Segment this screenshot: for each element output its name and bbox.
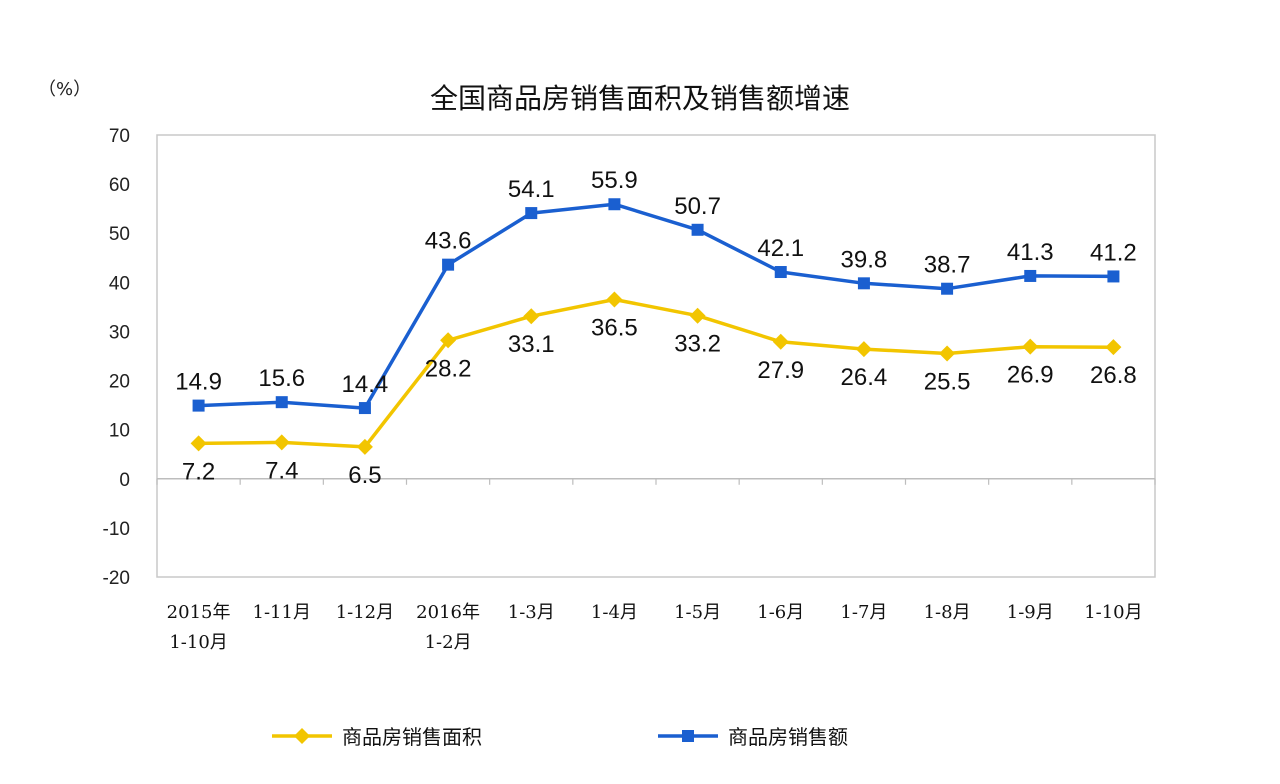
data-point-marker: [273, 434, 290, 451]
data-label: 38.7: [924, 252, 971, 279]
y-tick-label: 20: [109, 372, 130, 393]
data-label: 6.5: [348, 462, 381, 489]
data-label: 43.6: [425, 228, 472, 255]
data-point-marker: [358, 402, 371, 415]
y-tick-label: 60: [109, 175, 130, 196]
data-point-marker: [608, 198, 621, 211]
data-point-marker: [356, 438, 373, 455]
data-point-marker: [1107, 270, 1120, 283]
x-tick-label: 2016年: [416, 602, 480, 623]
data-point-marker: [1022, 338, 1039, 355]
data-label: 15.6: [258, 365, 305, 392]
legend-swatch-marker: [294, 728, 310, 744]
x-tick-label: 1-2月: [425, 632, 472, 653]
data-point-marker: [523, 308, 540, 325]
data-point-marker: [606, 291, 623, 308]
y-tick-label: 30: [109, 322, 130, 343]
chart-title: 全国商品房销售面积及销售额增速: [430, 82, 850, 115]
x-tick-label: 1-10月: [1084, 602, 1142, 623]
data-label: 25.5: [924, 369, 971, 396]
data-point-marker: [525, 207, 538, 220]
data-point-marker: [857, 277, 870, 290]
data-label: 7.2: [182, 458, 215, 485]
y-tick-label: 40: [109, 273, 130, 294]
series-layer: [190, 198, 1122, 455]
series-line-2: [198, 202, 1114, 410]
data-label: 26.8: [1090, 362, 1137, 389]
data-point-marker: [440, 332, 457, 349]
data-point-marker: [939, 345, 956, 362]
legend-swatch-marker: [682, 730, 694, 742]
x-tick-label: 1-4月: [591, 602, 638, 623]
data-point-marker: [190, 435, 207, 452]
y-tick-label: 10: [109, 421, 130, 442]
data-label: 14.4: [342, 371, 389, 398]
data-label: 7.4: [265, 457, 298, 484]
y-tick-label: -10: [103, 519, 130, 540]
data-point-marker: [1024, 269, 1037, 282]
data-label: 33.2: [674, 331, 721, 358]
x-tick-label: 1-3月: [508, 602, 555, 623]
data-label: 41.2: [1090, 239, 1137, 266]
data-point-marker: [275, 396, 288, 409]
data-label: 26.9: [1007, 362, 1054, 389]
x-axis-ticks: 2015年 1-10月 1-11月 1-12月 2016年 1-2月 1-3月 1-4月 1-5…: [167, 602, 1143, 653]
y-axis-ticks: 70 60 50 40 30 20 10 0 -10 -20: [103, 126, 130, 589]
x-tick-label: 1-12月: [336, 602, 394, 623]
y-tick-label: -20: [103, 568, 130, 589]
y-tick-label: 50: [109, 224, 130, 245]
data-point-marker: [855, 341, 872, 358]
x-tick-label: 1-7月: [840, 602, 887, 623]
legend-label: 商品房销售面积: [342, 725, 482, 749]
data-label: 26.4: [841, 364, 888, 391]
legend-label: 商品房销售额: [728, 725, 848, 749]
data-point-marker: [689, 307, 706, 324]
data-label: 39.8: [841, 246, 888, 273]
legend: 商品房销售面积 商品房销售额: [272, 725, 848, 749]
data-label: 41.3: [1007, 239, 1054, 266]
data-point-marker: [772, 333, 789, 350]
data-point-marker: [1105, 339, 1122, 356]
data-label: 28.2: [425, 355, 472, 382]
x-tick-label: 1-6月: [757, 602, 804, 623]
data-label: 14.9: [175, 369, 222, 396]
data-label: 36.5: [591, 315, 638, 342]
series-line-1: [198, 297, 1114, 449]
x-tick-label: 1-10月: [169, 632, 227, 653]
data-label-layer: 7.2 7.4 6.5 28.2 33.1 36.5 33.2 27.9 26.4 25.5 26.…: [175, 167, 1137, 489]
y-unit-label: （%）: [38, 79, 91, 100]
data-label: 55.9: [591, 167, 638, 194]
y-tick-label: 0: [119, 470, 130, 491]
data-point-marker: [192, 399, 205, 412]
data-point-marker: [442, 258, 455, 271]
data-point-marker: [941, 282, 954, 295]
x-tick-label: 1-11月: [253, 602, 311, 623]
data-label: 50.7: [674, 193, 721, 220]
data-label: 54.1: [508, 176, 555, 203]
data-point-marker: [691, 223, 704, 236]
x-tick-label: 1-8月: [924, 602, 971, 623]
data-label: 33.1: [508, 331, 555, 358]
data-label: 42.1: [757, 235, 804, 262]
plot-area-border: [156, 134, 1156, 578]
x-tick-label: 2015年: [167, 602, 231, 623]
x-tick-label: 1-9月: [1007, 602, 1054, 623]
x-tick-label: 1-5月: [674, 602, 721, 623]
data-point-marker: [774, 266, 787, 279]
plot-frame: [156, 134, 1156, 578]
data-label: 27.9: [757, 357, 804, 384]
y-tick-label: 70: [109, 126, 130, 147]
